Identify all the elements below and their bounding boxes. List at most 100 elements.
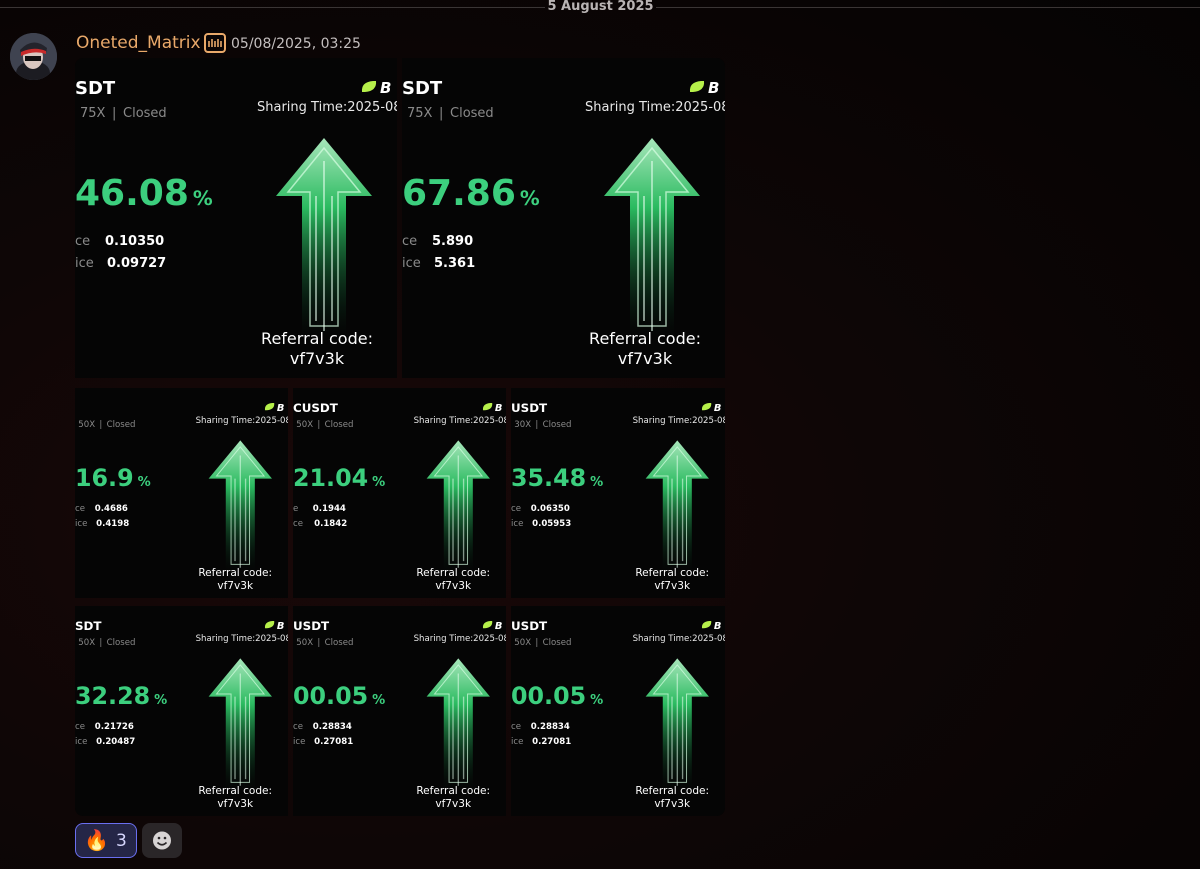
sharing-time: Sharing Time:2025-08-0 [632,633,725,644]
leverage-label: 50X [514,637,532,648]
trading-pair: USDT [293,619,330,634]
tag-badge-icon [204,33,226,53]
sharing-time: Sharing Time:2025-08-0 [195,415,288,426]
message-timestamp: 05/08/2025, 03:25 [231,36,361,52]
exit-price-label: ice [293,736,306,747]
pnl-value: 32.28 [75,681,151,710]
sharing-time: Sharing Time:2025-08-0 [413,633,506,644]
svg-text:B: B [708,79,719,96]
status-separator: | [535,419,539,430]
trading-pair: SDT [75,78,116,99]
exit-price-value: 0.27081 [532,736,572,747]
exit-price-label: ice [511,736,524,747]
exit-price-value: 0.20487 [96,736,136,747]
exit-price-value: 0.05953 [532,518,572,529]
pnl-percentage: 32.28% [75,682,167,710]
entry-price-label: ce [75,234,91,249]
exit-price-label: ice [75,518,88,529]
percent-sign: % [590,474,604,490]
up-arrow-graphic [426,440,490,572]
entry-price-value: 0.28834 [312,722,352,733]
pnl-percentage: 00.05% [511,682,603,710]
entry-price-label: e [293,504,299,515]
exchange-logo-icon: B [689,79,719,96]
divider-line-left [0,7,545,8]
svg-text:B: B [714,403,722,413]
pnl-value: 21.04 [293,463,369,492]
entry-price-value: 0.21726 [94,722,134,733]
pnl-card-image[interactable]: CUSDT 50X Closed| B Sharing Time:2025-08-0 21… [293,388,506,598]
referral-code: vf7v3k [435,580,472,593]
pnl-percentage: 21.04% [293,464,385,492]
pnl-percentage: 35.48% [511,464,603,492]
leverage-label: 75X [80,106,106,121]
exit-price-value: 0.1842 [314,518,348,529]
leverage-label: 50X [296,419,314,430]
referral-label: Referral code: [635,566,710,579]
exit-price-value: 0.4198 [96,518,130,529]
exchange-logo-icon: B [361,79,391,96]
exchange-logo-icon: B [482,621,502,631]
add-reaction-button[interactable] [142,823,182,858]
entry-price-value: 0.10350 [105,234,165,249]
entry-price-value: 0.28834 [530,722,570,733]
up-arrow-graphic [276,138,372,336]
leverage-label: 50X [78,419,96,430]
divider-line-right [656,7,1200,8]
status-label: Closed [106,419,136,430]
percent-sign: % [372,692,386,708]
pnl-percentage: 67.86% [402,173,540,214]
entry-price-label: ce [511,504,521,515]
pnl-card-image[interactable]: USDT 50X Closed| B Sharing Time:2025-08-0 00.… [293,606,506,816]
pnl-card-image[interactable]: USDT 50X Closed| B Sharing Time:2025-08-0 00.… [511,606,725,816]
trading-pair: CUSDT [293,401,338,416]
reaction-fire[interactable]: 🔥 3 [75,823,137,858]
percent-sign: % [590,692,604,708]
pnl-card-image[interactable]: USDT 30X Closed| B Sharing Time:2025-08-0 35.… [511,388,725,598]
sharing-time: Sharing Time:2025-08-0 [632,415,725,426]
date-divider-label: 5 August 2025 [547,0,654,14]
sharing-time: Sharing Time:2025-08-0 [413,415,506,426]
exit-price-label: ce [293,518,303,529]
pnl-value: 46.08 [75,173,189,214]
exit-price-value: 5.361 [434,256,476,271]
pnl-card-image[interactable]: 50X Closed| B Sharing Time:2025-08-0 16.9% ce… [75,388,288,598]
percent-sign: % [372,474,386,490]
status-separator: | [112,106,117,121]
sharing-time: Sharing Time:2025-08-0 [585,100,725,115]
referral-code: vf7v3k [217,798,254,811]
up-arrow-graphic [645,658,709,790]
status-label: Closed [542,419,572,430]
pnl-card-image[interactable]: SDT 75X Closed | B Sharing Time:2025-08-0 67.8… [402,58,725,378]
entry-price-label: ce [75,722,85,733]
exchange-logo-icon: B [264,403,284,413]
pnl-value: 00.05 [511,681,587,710]
exchange-logo-icon: B [701,621,721,631]
referral-label: Referral code: [635,784,710,797]
referral-code: vf7v3k [289,349,345,368]
percent-sign: % [192,187,213,210]
up-arrow-graphic [426,658,490,790]
status-label: Closed [324,637,354,648]
entry-price-label: ce [293,722,303,733]
trading-pair: SDT [402,78,443,99]
pnl-card-image[interactable]: SDT 75X Closed | B Sharing Time:2025-08-0 46.0… [75,58,397,378]
entry-price-label: ce [402,234,418,249]
leverage-label: 30X [514,419,532,430]
sharing-time: Sharing Time:2025-08-0 [195,633,288,644]
entry-price-label: ce [511,722,521,733]
sharing-time: Sharing Time:2025-08-0 [257,100,397,115]
username[interactable]: Oneted_Matrix [76,33,201,53]
referral-label: Referral code: [198,566,273,579]
leverage-label: 50X [296,637,314,648]
date-divider: 5 August 2025 [0,0,1200,16]
exit-price-value: 0.27081 [314,736,354,747]
avatar[interactable] [10,33,57,80]
trading-pair: USDT [511,401,548,416]
pnl-card-image[interactable]: SDT 50X Closed| B Sharing Time:2025-08-0 32.2… [75,606,288,816]
status-label: Closed [450,106,494,121]
svg-text:B: B [277,621,285,631]
percent-sign: % [154,692,168,708]
exit-price-label: ice [511,518,524,529]
